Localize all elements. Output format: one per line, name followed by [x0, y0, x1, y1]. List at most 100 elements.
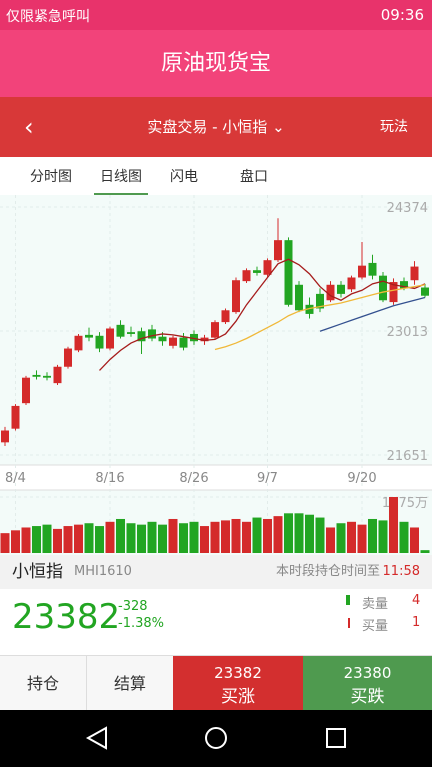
- candle-body: [53, 366, 62, 384]
- buy-up-price: 23382: [214, 664, 262, 682]
- volume-bar: [326, 527, 335, 553]
- volume-bar: [284, 513, 293, 553]
- volume-bar: [305, 514, 314, 553]
- candle-body: [316, 293, 324, 309]
- carrier: 仅限紧急呼叫: [6, 9, 90, 25]
- tab[interactable]: 盘口: [240, 169, 268, 185]
- change-pct: -1.38%: [118, 616, 164, 631]
- hold-label: 本时段持仓时间至: [275, 564, 380, 579]
- moving-average: [99, 258, 426, 371]
- candle-body: [221, 310, 230, 323]
- candle-body: [410, 266, 419, 281]
- quote-panel: 23382 -328 -1.38% 卖量 4 买量 1: [0, 589, 432, 655]
- volume-bar: [84, 523, 94, 553]
- volume-bar: [147, 521, 157, 553]
- recents-key[interactable]: [326, 728, 346, 748]
- moving-average: [319, 296, 426, 332]
- product-name: 小恒指: [12, 562, 63, 582]
- candle-body: [379, 275, 387, 301]
- tab[interactable]: 日线图: [94, 166, 148, 196]
- buy-down-button[interactable]: 23380 买跌: [303, 656, 432, 711]
- volume-bar: [189, 521, 199, 553]
- candle-body: [200, 337, 209, 342]
- back-key[interactable]: [85, 726, 107, 750]
- rules-link[interactable]: 玩法: [380, 119, 408, 135]
- candle-body: [158, 336, 167, 342]
- candle-body: [127, 332, 135, 334]
- candle-body: [43, 375, 51, 378]
- volume-bar: [158, 524, 167, 553]
- moving-average: [214, 284, 426, 351]
- candle-body: [148, 329, 156, 339]
- price: 23382: [12, 597, 121, 637]
- candle-body: [337, 284, 345, 294]
- candle-body: [326, 284, 335, 301]
- candle-body: [1, 430, 9, 443]
- buy-down-label: 买跌: [350, 687, 385, 707]
- home-key[interactable]: [205, 727, 227, 749]
- volume-bar: [368, 518, 377, 553]
- x-tick-label: 8/16: [95, 471, 124, 486]
- candle-body: [179, 337, 188, 348]
- volume-bar: [378, 520, 388, 553]
- nav-title: 实盘交易 - 小恒指: [147, 118, 268, 136]
- clock: 09:36: [380, 6, 424, 24]
- status-bar: 仅限紧急呼叫 09:36: [0, 0, 432, 30]
- volume-bar: [231, 518, 241, 553]
- volume-bar: [116, 518, 125, 553]
- candle-body: [74, 335, 83, 351]
- volume-bar: [410, 527, 419, 553]
- candle-body: [64, 348, 72, 367]
- product-selector[interactable]: 实盘交易 - 小恒指 ⌄: [147, 118, 285, 136]
- volume-bar: [347, 521, 356, 553]
- position-button[interactable]: 持仓: [0, 656, 87, 711]
- tab[interactable]: 闪电: [170, 169, 198, 185]
- candle-body: [421, 287, 429, 296]
- y-tick-label: 23013: [387, 325, 428, 340]
- candle-body: [389, 282, 398, 303]
- tab[interactable]: 分时图: [30, 169, 72, 185]
- candle-body: [347, 277, 356, 290]
- volume-bar: [399, 521, 409, 553]
- candle-body: [305, 304, 314, 314]
- y-tick-label: 24374: [387, 201, 428, 216]
- x-tick-label: 8/4: [5, 471, 26, 486]
- candle-body: [284, 240, 293, 305]
- tab-bar: 分时图 日线图 闪电 盘口: [0, 157, 432, 196]
- candle-body: [95, 335, 104, 349]
- x-tick-label: 9/20: [347, 471, 376, 486]
- candle-body: [22, 377, 30, 404]
- candle-body: [232, 280, 240, 313]
- volume-bar: [210, 521, 220, 553]
- x-tick-label: 8/26: [179, 471, 208, 486]
- buy-up-button[interactable]: 23382 买涨: [173, 656, 303, 711]
- candle-body: [169, 337, 177, 346]
- volume-bar: [315, 517, 325, 553]
- candle-body: [32, 374, 41, 377]
- volume-bar: [63, 526, 73, 553]
- candle-body: [242, 270, 251, 282]
- buy-label: 买量: [362, 619, 389, 634]
- hold-time: 11:58: [382, 564, 420, 579]
- back-button[interactable]: ‹: [24, 113, 34, 141]
- volume-bar: [95, 526, 104, 553]
- buy-qty: 1: [412, 615, 421, 630]
- change: -328: [118, 599, 148, 614]
- candle-body: [106, 328, 114, 349]
- sell-qty: 4: [412, 593, 421, 608]
- volume-bar: [294, 513, 304, 553]
- x-tick-label: 9/7: [257, 471, 278, 486]
- volume-bar: [357, 524, 367, 553]
- candle-body: [116, 324, 125, 337]
- settle-button[interactable]: 结算: [87, 656, 173, 711]
- candle-body: [85, 334, 93, 338]
- volume-bar: [200, 526, 209, 553]
- candle-body: [274, 240, 282, 261]
- volume-bar: [336, 523, 346, 553]
- volume-bar: [11, 530, 20, 553]
- volume-bar: [126, 523, 136, 553]
- candle-body: [368, 262, 377, 276]
- volume-bar: [105, 521, 115, 553]
- chart: 21651 23013 24374 8/4 8/16 8/26 9/7 9/20 1975万: [0, 195, 432, 555]
